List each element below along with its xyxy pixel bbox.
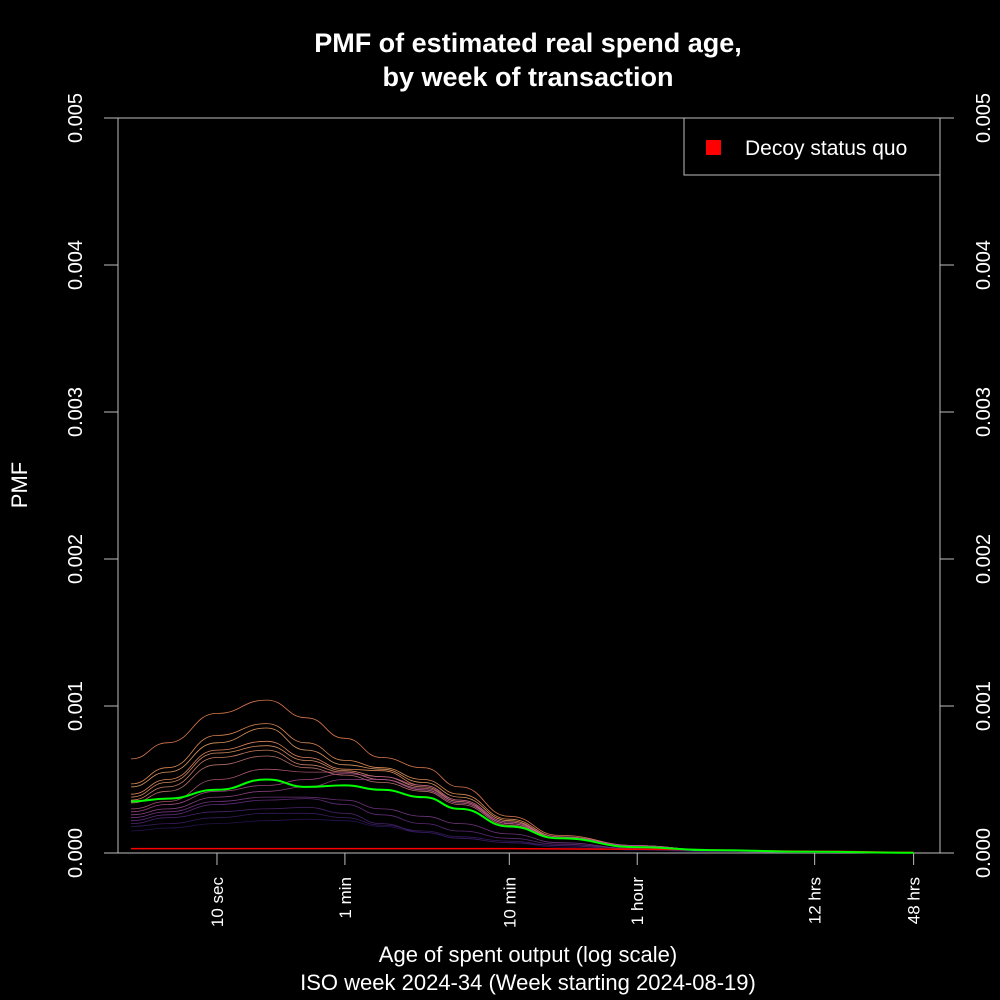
y-tick-label-left: 0.002	[65, 534, 87, 584]
y-tick-label-left: 0.003	[65, 387, 87, 437]
y-tick-label-left: 0.000	[65, 828, 87, 878]
chart-title-line1: PMF of estimated real spend age,	[314, 28, 742, 58]
x-tick-label: 1 min	[336, 877, 355, 919]
legend-box	[683, 117, 941, 176]
y-tick-label-left: 0.004	[65, 240, 87, 290]
legend: Decoy status quo	[683, 117, 941, 176]
x-axis: 10 sec 1 min 10 min 1 hour 12 hrs 48 hrs	[208, 853, 924, 928]
y-tick-label-left: 0.001	[65, 681, 87, 731]
x-tick-label: 1 hour	[628, 877, 647, 926]
x-tick-label: 12 hrs	[806, 877, 825, 924]
y-axis-label: PMF	[7, 462, 32, 508]
y-tick-label-right: 0.001	[973, 681, 995, 731]
legend-swatch-decoy	[706, 140, 721, 155]
plot-frame	[117, 117, 941, 854]
y-tick-label-right: 0.003	[973, 387, 995, 437]
x-axis-label: Age of spent output (log scale)	[379, 942, 677, 967]
chart-subtitle: ISO week 2024-34 (Week starting 2024-08-…	[300, 970, 756, 995]
series-lines	[130, 699, 914, 854]
y-axis-right: 0.000 0.001 0.002 0.003 0.004 0.005	[940, 93, 995, 878]
current-week-series-line	[130, 778, 914, 854]
y-tick-label-right: 0.002	[973, 534, 995, 584]
y-tick-label-left: 0.005	[65, 93, 87, 143]
y-axis-left: 0.000 0.001 0.002 0.003 0.004 0.005	[65, 93, 118, 878]
y-tick-label-right: 0.005	[973, 93, 995, 143]
y-tick-label-right: 0.000	[973, 828, 995, 878]
x-tick-label: 10 sec	[208, 877, 227, 928]
chart-title-line2: by week of transaction	[382, 62, 673, 92]
legend-label-decoy: Decoy status quo	[745, 137, 907, 160]
weekly-series-line-15	[130, 818, 914, 854]
x-tick-label: 10 min	[500, 877, 519, 928]
y-tick-label-right: 0.004	[973, 240, 995, 290]
x-tick-label: 48 hrs	[905, 877, 924, 924]
